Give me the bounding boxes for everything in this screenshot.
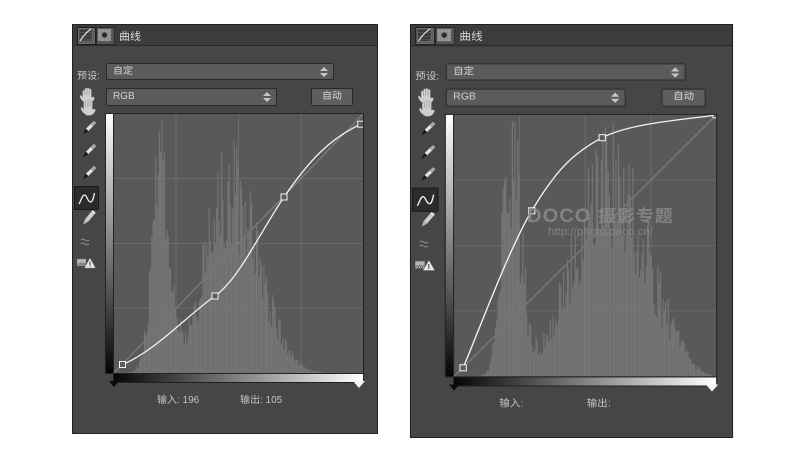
svg-text:!: ! (428, 262, 430, 271)
svg-text:!: ! (89, 262, 91, 269)
